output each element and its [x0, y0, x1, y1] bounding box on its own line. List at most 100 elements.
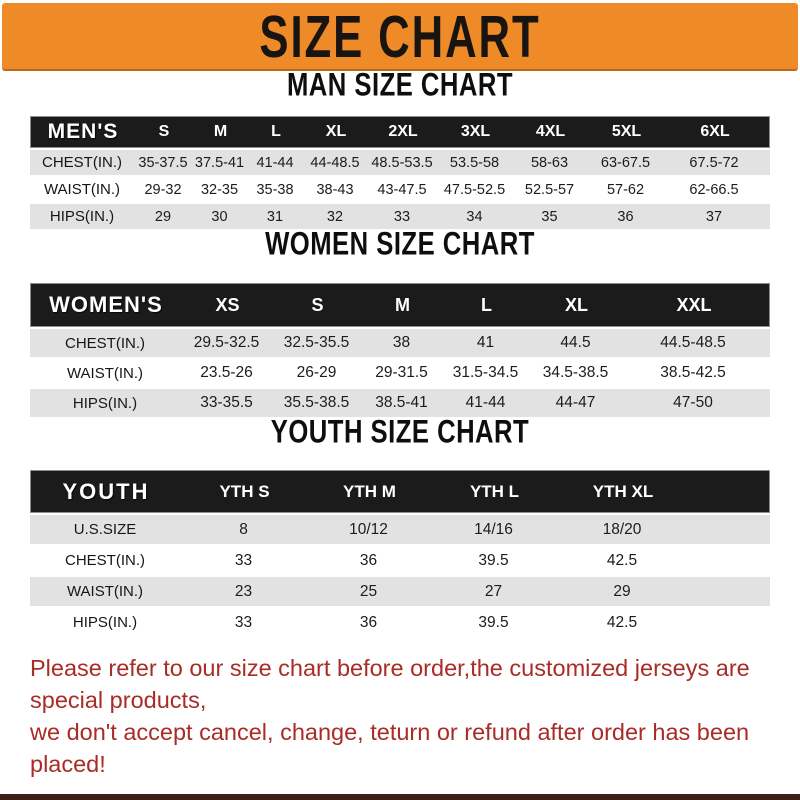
- women-section-heading: WOMEN SIZE CHART: [265, 225, 535, 262]
- size-chart-content: MAN SIZE CHART MEN'S S M L XL 2XL 3XL 4XL 5XL 6XL…: [0, 67, 800, 780]
- data-cell: 41-44: [465, 394, 506, 411]
- data-cell: 35.5-38.5: [283, 394, 350, 411]
- table-row: HIPS(IN.) 29 30 31 32 33 34 35 36 37: [30, 204, 770, 229]
- row-label: HIPS(IN.): [49, 208, 115, 225]
- data-cell: 29: [154, 208, 172, 225]
- data-cell: 39.5: [478, 551, 509, 569]
- data-cell: 14/16: [474, 520, 513, 538]
- data-cell: 44-48.5: [310, 154, 360, 171]
- table-row: HIPS(IN.) 33-35.5 35.5-38.5 38.5-41 41-44 44-…: [30, 389, 770, 417]
- row-label: CHEST(IN.): [65, 334, 145, 352]
- data-cell: 25: [359, 582, 378, 600]
- data-cell: 57-62: [606, 181, 645, 198]
- data-cell: 58-63: [530, 154, 569, 171]
- order-policy-note: Please refer to our size chart before or…: [30, 652, 770, 780]
- data-cell: 42.5: [606, 551, 638, 569]
- data-cell: 38: [392, 334, 411, 351]
- data-cell: 29.5-32.5: [193, 334, 260, 351]
- men-size-section: MAN SIZE CHART MEN'S S M L XL 2XL 3XL 4XL 5XL 6XL…: [0, 67, 800, 229]
- men-header-label: MEN'S: [47, 120, 119, 143]
- data-cell: 33: [393, 208, 411, 225]
- data-cell: 42.5: [606, 613, 638, 631]
- data-cell: 47-50: [673, 394, 713, 411]
- data-cell: 34.5-38.5: [542, 364, 609, 381]
- row-label: WAIST(IN.): [66, 583, 144, 600]
- data-cell: 31.5-34.5: [452, 364, 519, 381]
- data-cell: 62-66.5: [689, 181, 739, 198]
- data-cell: 44.5-48.5: [660, 334, 726, 351]
- data-cell: 33: [234, 551, 253, 569]
- table-row: CHEST(IN.) 29.5-32.5 32.5-35.5 38 41 44.5 44.5…: [30, 329, 770, 357]
- row-label: WAIST(IN.): [43, 181, 121, 198]
- size-column-header: L: [481, 294, 492, 315]
- data-cell: 44-47: [555, 394, 596, 411]
- size-column-header: XS: [215, 294, 240, 315]
- row-label: U.S.SIZE: [73, 521, 137, 538]
- row-label: HIPS(IN.): [72, 394, 138, 412]
- size-column-header: YTH L: [469, 481, 520, 501]
- table-row: CHEST(IN.) 35-37.5 37.5-41 41-44 44-48.5 48.5…: [30, 150, 770, 175]
- size-column-header: S: [158, 123, 170, 140]
- size-column-header: YTH S: [219, 481, 270, 501]
- order-policy-line-2: we don't accept cancel, change, teturn o…: [30, 719, 750, 777]
- data-cell: 38-43: [316, 181, 354, 198]
- data-cell: 8: [239, 520, 248, 538]
- size-column-header: M: [213, 123, 228, 140]
- size-column-header: 2XL: [388, 123, 418, 140]
- table-row: HIPS(IN.) 33 36 39.5 42.5: [30, 608, 770, 637]
- data-cell: 38.5-41: [375, 394, 428, 411]
- data-cell: 35: [541, 208, 558, 225]
- data-cell: 38.5-42.5: [660, 364, 726, 381]
- table-row: WAIST(IN.) 23 25 27 29: [30, 577, 770, 606]
- data-cell: 26-29: [296, 364, 337, 381]
- data-cell: 32.5-35.5: [283, 334, 350, 351]
- data-cell: 41: [476, 334, 495, 351]
- table-row: CHEST(IN.) 33 36 39.5 42.5: [30, 546, 770, 575]
- data-cell: 27: [484, 582, 503, 600]
- data-cell: 44.5: [560, 334, 591, 351]
- size-column-header: M: [395, 294, 410, 315]
- youth-table-header-row: YOUTH YTH S YTH M YTH L YTH XL: [30, 470, 770, 513]
- table-row: WAIST(IN.) 23.5-26 26-29 29-31.5 31.5-34.5 34…: [30, 359, 770, 387]
- data-cell: 29: [613, 582, 631, 600]
- data-cell: 36: [617, 208, 634, 225]
- data-cell: 10/12: [349, 520, 388, 538]
- youth-size-table: YOUTH YTH S YTH M YTH L YTH XL U.S.SIZE 8 10/12…: [30, 470, 770, 637]
- data-cell: 34: [466, 208, 483, 225]
- men-table-header-row: MEN'S S M L XL 2XL 3XL 4XL 5XL 6XL: [30, 116, 770, 148]
- data-cell: 67.5-72: [689, 154, 739, 171]
- data-cell: 43-47.5: [377, 181, 427, 198]
- women-size-section: WOMEN SIZE CHART WOMEN'S XS S M L XL XXL CHEST(…: [0, 225, 800, 417]
- size-column-header: XXL: [676, 294, 712, 315]
- youth-section-heading: YOUTH SIZE CHART: [270, 413, 530, 450]
- size-column-header: YTH XL: [592, 481, 654, 501]
- size-column-header: YTH M: [343, 481, 396, 501]
- size-column-header: 4XL: [535, 123, 566, 140]
- data-cell: 23.5-26: [200, 364, 253, 381]
- women-table-header-row: WOMEN'S XS S M L XL XXL: [30, 283, 770, 327]
- data-cell: 48.5-53.5: [371, 154, 433, 171]
- women-size-table: WOMEN'S XS S M L XL XXL CHEST(IN.) 29.5-32.5 32.5…: [30, 283, 770, 417]
- order-policy-line-1: Please refer to our size chart before or…: [30, 655, 750, 713]
- data-cell: 35-38: [256, 181, 294, 198]
- data-cell: 52.5-57: [524, 181, 575, 198]
- data-cell: 30: [211, 208, 228, 225]
- bottom-border-strip: [0, 794, 800, 800]
- row-label: WAIST(IN.): [66, 364, 144, 382]
- size-column-header: 6XL: [700, 123, 730, 140]
- data-cell: 29-31.5: [375, 364, 428, 381]
- youth-header-label: YOUTH: [62, 478, 150, 504]
- row-label: CHEST(IN.): [42, 154, 122, 171]
- size-column-header: 3XL: [460, 123, 491, 140]
- youth-size-section: YOUTH SIZE CHART YOUTH YTH S YTH M YTH L YTH…: [0, 413, 800, 637]
- data-cell: 33: [234, 613, 253, 631]
- data-cell: 37.5-41: [194, 154, 245, 171]
- table-row: U.S.SIZE 8 10/12 14/16 18/20: [30, 515, 770, 544]
- data-cell: 32-35: [200, 181, 239, 198]
- size-column-header: S: [311, 294, 324, 315]
- data-cell: 41-44: [256, 154, 294, 171]
- data-cell: 32: [326, 208, 344, 225]
- size-chart-banner: SIZE CHART: [2, 2, 798, 71]
- size-column-header: 5XL: [611, 123, 642, 140]
- page-title: SIZE CHART: [259, 2, 541, 70]
